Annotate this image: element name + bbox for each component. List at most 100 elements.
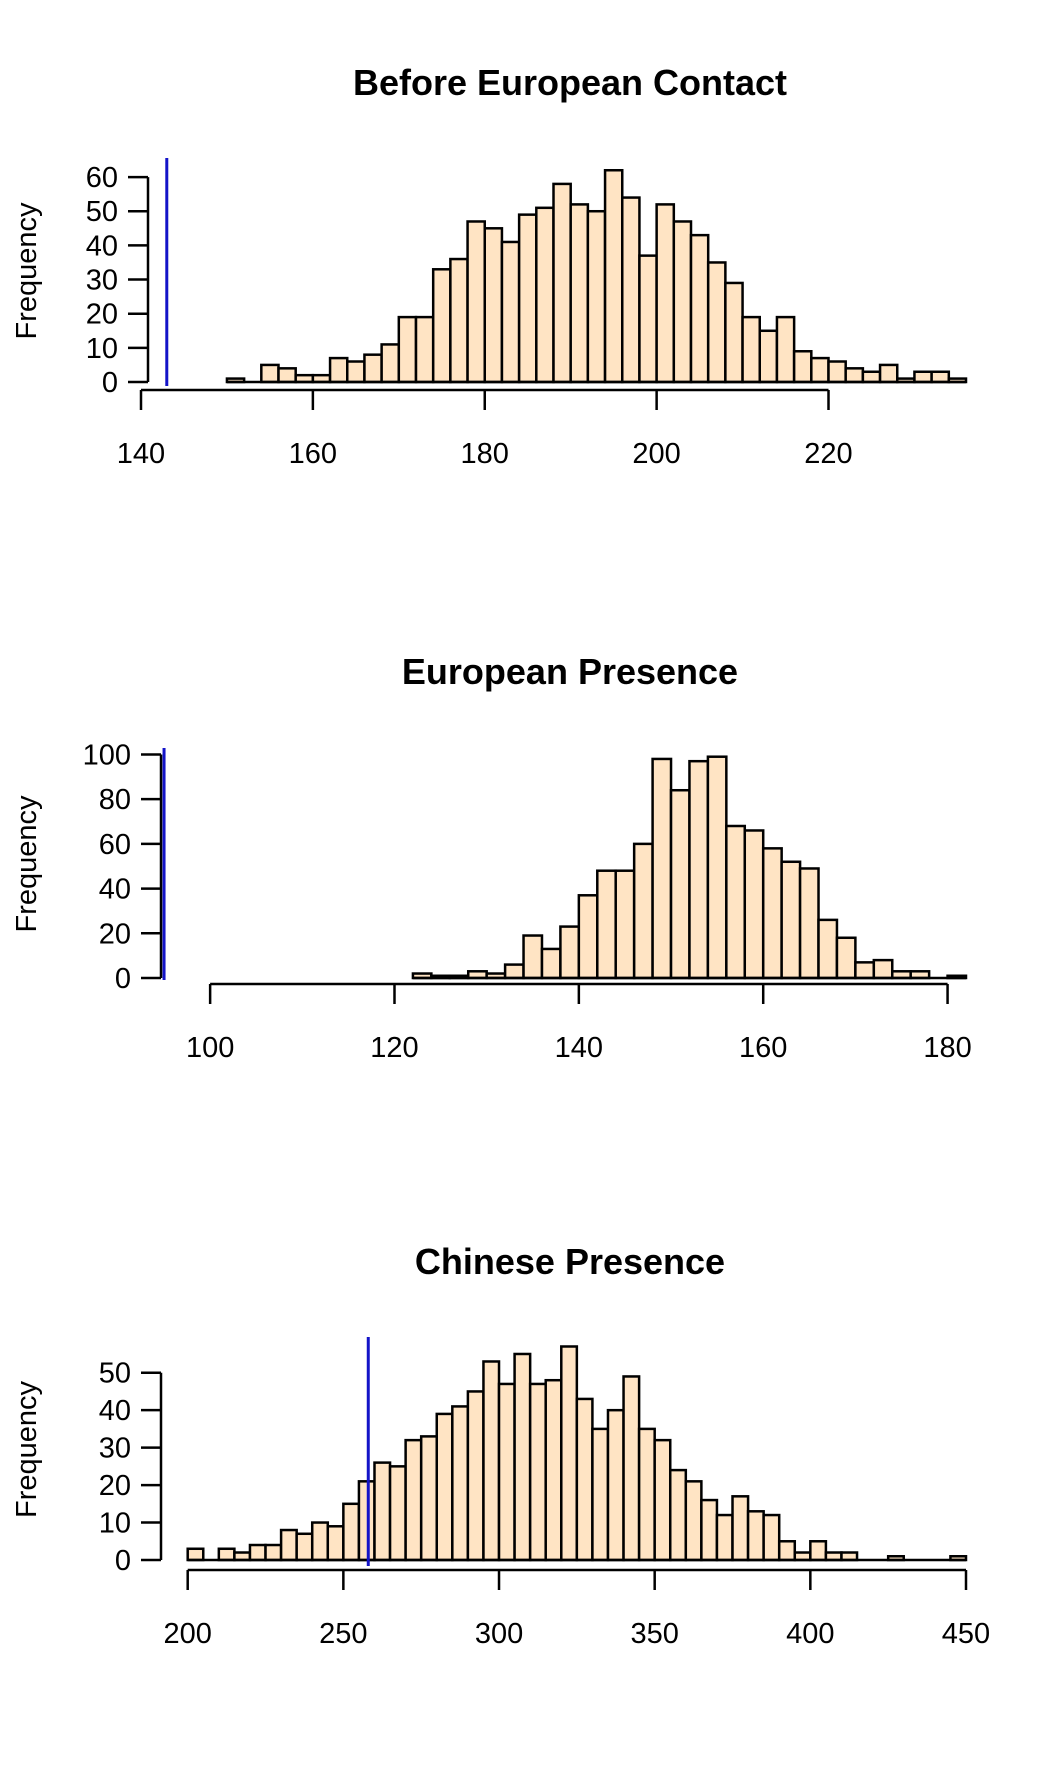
histogram-bar xyxy=(528,1382,547,1562)
histogram-bar xyxy=(449,257,469,384)
histogram-panel-2: European Presence Frequency 100 120 140 160 18… xyxy=(11,651,972,1064)
histogram-bar xyxy=(684,1480,703,1562)
histogram-bar xyxy=(586,209,607,384)
histogram-bar xyxy=(810,356,830,384)
histogram-bar xyxy=(638,254,658,384)
histogram-bar xyxy=(559,925,581,980)
x-tick-label: 140 xyxy=(555,1032,603,1064)
histogram-panel-1: Before European Contact Frequency 140 160 18… xyxy=(11,62,968,470)
histogram-bar xyxy=(827,360,847,384)
histogram-bar xyxy=(503,963,525,980)
histogram-bar xyxy=(743,829,765,980)
y-tick-label: 100 xyxy=(83,739,131,771)
x-tick-label: 180 xyxy=(461,438,509,470)
histogram-bar xyxy=(248,1543,267,1562)
histogram-bar xyxy=(513,1352,532,1562)
histogram-bar xyxy=(552,182,572,384)
histogram-bar xyxy=(651,757,673,980)
histogram-bar xyxy=(522,934,544,980)
histogram-bar xyxy=(373,1461,392,1562)
histogram-bar xyxy=(669,788,691,980)
histogram-bar xyxy=(404,1438,423,1562)
x-tick-label: 400 xyxy=(786,1618,834,1650)
histogram-bar xyxy=(186,1547,205,1562)
histogram-bar xyxy=(746,1510,765,1562)
histogram-bar xyxy=(844,367,865,384)
histogram-bar xyxy=(279,1528,298,1562)
x-tick-label: 180 xyxy=(923,1032,971,1064)
histogram-bar xyxy=(346,360,366,384)
histogram-bar xyxy=(637,1427,656,1562)
histogram-bar xyxy=(577,894,599,980)
histogram-bar xyxy=(575,1397,594,1562)
y-tick-label: 60 xyxy=(99,829,131,861)
x-tick-label: 450 xyxy=(942,1618,990,1650)
y-tick-label: 20 xyxy=(99,1470,131,1502)
chart-title: Before European Contact xyxy=(353,62,787,103)
histogram-bar xyxy=(569,203,590,384)
histogram-bar xyxy=(540,947,562,980)
histogram-bar xyxy=(451,1405,470,1562)
chart-title: Chinese Presence xyxy=(415,1241,725,1282)
x-tick-label: 120 xyxy=(370,1032,418,1064)
histogram-bar xyxy=(388,1465,407,1562)
histogram-bar xyxy=(596,869,617,980)
histogram-bar xyxy=(544,1378,563,1562)
histogram-bar xyxy=(310,1521,330,1562)
chart-title: European Presence xyxy=(402,651,738,692)
y-tick-label: 30 xyxy=(99,1433,131,1465)
histogram-bar xyxy=(277,367,297,384)
histogram-bar xyxy=(500,240,521,384)
histogram-bar xyxy=(731,1495,750,1562)
histogram-bar xyxy=(761,847,783,980)
histogram-bar xyxy=(560,1345,579,1562)
histogram-bar xyxy=(483,227,504,384)
histogram-bar xyxy=(466,1390,485,1562)
x-tick-label: 160 xyxy=(289,438,337,470)
histogram-bar xyxy=(482,1360,501,1562)
histogram-bar xyxy=(497,1382,516,1562)
histogram-bar xyxy=(603,168,624,384)
y-tick-label: 20 xyxy=(86,299,118,331)
histogram-bar xyxy=(414,315,435,384)
histogram-bar xyxy=(591,1427,610,1562)
y-tick-label: 0 xyxy=(102,367,118,399)
histogram-bar xyxy=(606,1408,625,1562)
histogram-bar xyxy=(798,867,820,980)
histogram-bar xyxy=(861,370,882,384)
histogram-bar xyxy=(535,206,555,384)
x-tick-label: 100 xyxy=(186,1032,234,1064)
histogram-bar xyxy=(668,1468,688,1562)
histogram-bar xyxy=(380,343,401,384)
histogram-bar xyxy=(780,860,802,980)
x-tick-label: 250 xyxy=(319,1618,367,1650)
histogram-bar xyxy=(397,315,418,384)
histogram-bar xyxy=(328,356,349,384)
histogram-bar xyxy=(466,220,486,384)
histogram-bar xyxy=(872,958,894,980)
histogram-bar xyxy=(435,1412,454,1562)
histogram-bar xyxy=(689,233,710,384)
histogram-bar xyxy=(621,196,641,384)
y-tick-label: 50 xyxy=(86,196,118,228)
y-tick-label: 20 xyxy=(99,918,131,950)
y-tick-label: 0 xyxy=(115,963,131,995)
histogram-bar xyxy=(517,213,538,384)
x-tick-label: 200 xyxy=(164,1618,212,1650)
y-axis-label: Frequency xyxy=(11,1380,43,1518)
histogram-bar xyxy=(363,353,383,384)
histogram-bar xyxy=(419,1435,439,1562)
histogram-bar xyxy=(777,1540,797,1562)
histogram-bar xyxy=(725,824,747,980)
histogram-bar xyxy=(264,1543,283,1562)
histogram-bar xyxy=(854,961,876,980)
histogram-bar xyxy=(809,1540,828,1562)
histogram-bar xyxy=(706,755,728,980)
histogram-bar xyxy=(724,281,744,384)
histogram-bar xyxy=(688,759,710,980)
y-tick-label: 60 xyxy=(86,162,118,194)
histogram-bar xyxy=(762,1513,781,1562)
histogram-bar xyxy=(758,329,779,384)
